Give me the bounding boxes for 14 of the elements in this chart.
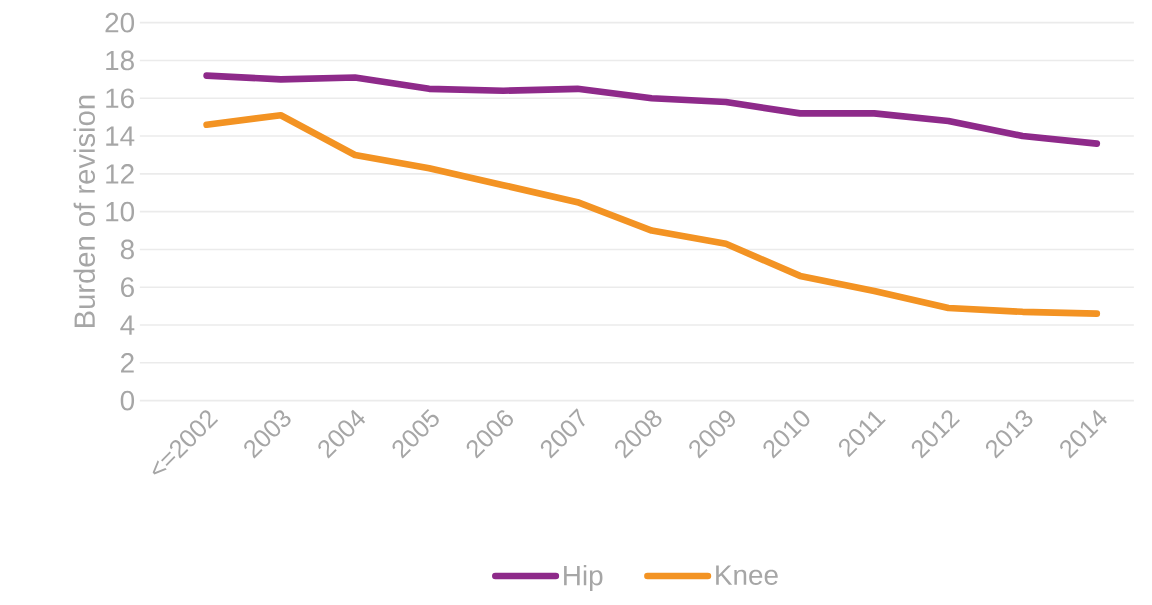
y-tick-label: 20 [105, 12, 135, 33]
legend-label: Knee [716, 565, 778, 586]
y-axis-title: Burden of revision [73, 95, 96, 328]
y-tick-label: 18 [106, 50, 134, 71]
y-tick-label: 12 [106, 164, 134, 184]
y-tick-label: 6 [121, 277, 134, 298]
y-tick-label: 8 [120, 239, 134, 260]
y-tick-label: 10 [106, 201, 135, 222]
y-tick-label: 16 [106, 88, 134, 109]
y-tick-label: 0 [120, 390, 135, 411]
y-tick-label: 2 [121, 353, 134, 373]
legend-label: Hip [564, 565, 603, 592]
y-tick-label: 4 [120, 315, 135, 335]
y-tick-label: 14 [106, 126, 135, 146]
